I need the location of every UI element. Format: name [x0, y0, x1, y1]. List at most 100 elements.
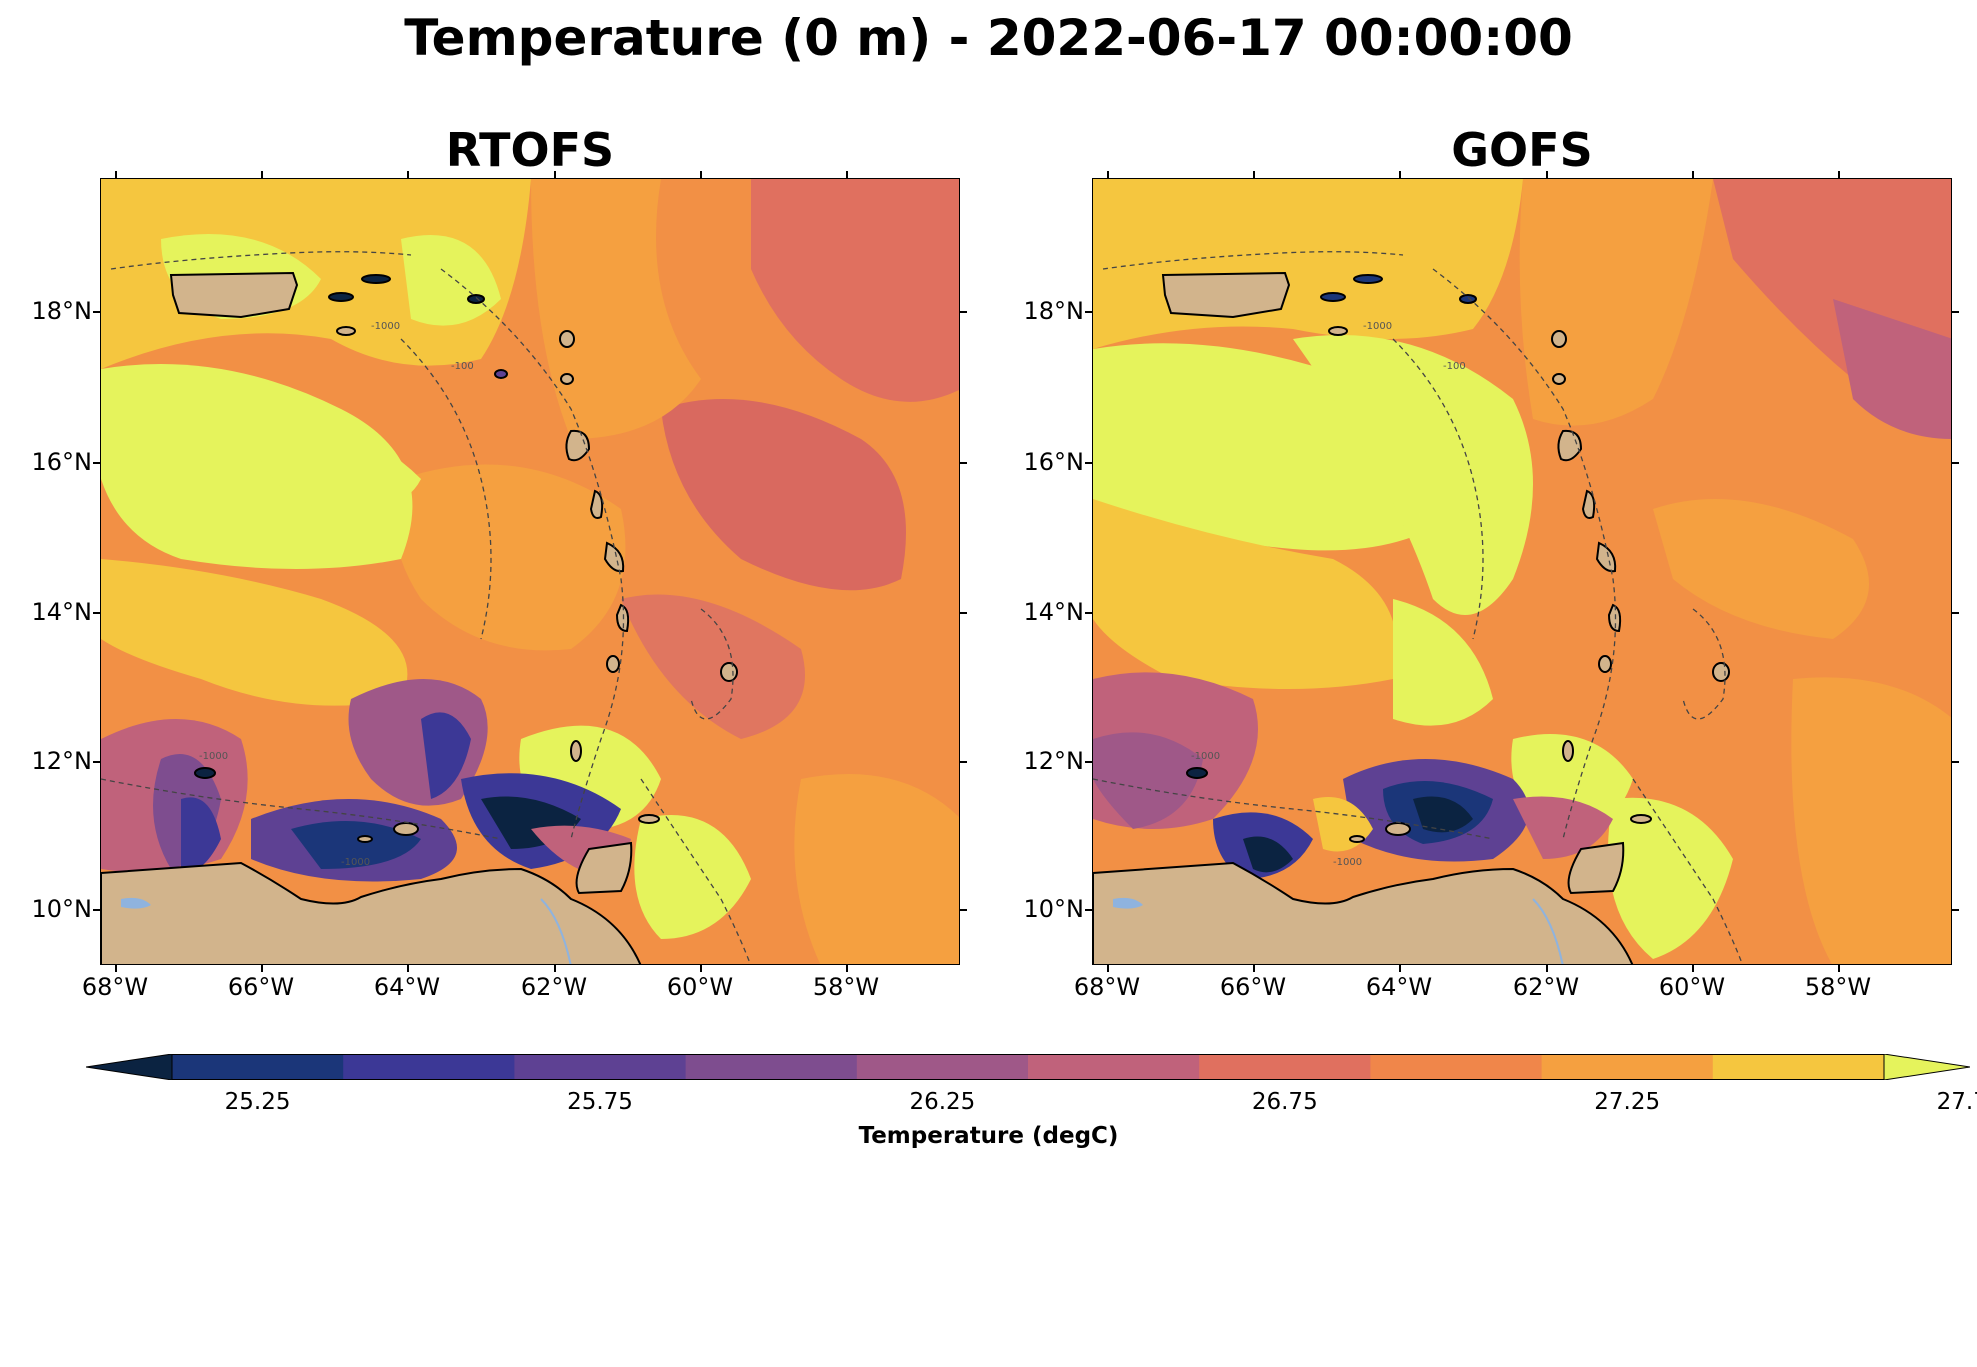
lat-tick-label: 14°N	[1023, 598, 1085, 626]
lat-tick	[1085, 909, 1092, 911]
map-rtofs: -1000 -100 -1000 -1000	[100, 178, 960, 965]
lat-tick	[1952, 909, 1959, 911]
lat-tick	[1085, 761, 1092, 763]
contour-label: -100	[1443, 361, 1466, 372]
lon-tick-label: 68°W	[1073, 973, 1141, 1001]
lon-tick	[1399, 965, 1401, 972]
panel-title-gofs: GOFS	[1451, 123, 1593, 177]
lon-tick-label: 66°W	[227, 973, 295, 1001]
lon-tick	[1253, 965, 1255, 972]
lon-tick	[554, 965, 556, 972]
lon-tick	[1546, 171, 1548, 178]
lat-tick	[1952, 612, 1959, 614]
colorbar-segment	[343, 1054, 515, 1080]
colorbar-tick-label: 27.25	[1594, 1089, 1661, 1115]
lon-tick	[115, 171, 117, 178]
lon-tick	[700, 171, 702, 178]
lon-tick	[407, 171, 409, 178]
lat-tick	[1085, 311, 1092, 313]
lat-tick-label: 18°N	[1023, 297, 1085, 325]
lat-tick	[1952, 311, 1959, 313]
lon-tick-label: 64°W	[373, 973, 441, 1001]
lat-tick	[1952, 761, 1959, 763]
lat-tick	[93, 612, 100, 614]
lat-tick-label: 18°N	[31, 297, 93, 325]
lat-tick-label: 16°N	[1023, 448, 1085, 476]
lon-tick	[1107, 965, 1109, 972]
lon-tick-label: 62°W	[520, 973, 588, 1001]
lat-tick	[960, 612, 967, 614]
lon-tick-label: 60°W	[1658, 973, 1726, 1001]
colorbar	[86, 1054, 1970, 1080]
contour-label: -1000	[1333, 857, 1362, 868]
lat-tick	[1085, 462, 1092, 464]
lon-tick-label: 68°W	[81, 973, 149, 1001]
lon-tick	[261, 965, 263, 972]
colorbar-tick-label: 26.25	[909, 1089, 976, 1115]
colorbar-extend-low	[86, 1054, 173, 1080]
colorbar-segment	[856, 1054, 1029, 1080]
colorbar-tick-label: 26.75	[1251, 1089, 1318, 1115]
colorbar-extend-high	[1883, 1054, 1970, 1080]
lon-tick	[1692, 171, 1694, 178]
lon-tick	[846, 965, 848, 972]
contour-label: -1000	[1363, 321, 1392, 332]
colorbar-segment	[1541, 1054, 1714, 1080]
lon-tick-label: 64°W	[1365, 973, 1433, 1001]
lat-tick-label: 12°N	[1023, 747, 1085, 775]
lat-tick	[960, 311, 967, 313]
lon-tick	[407, 965, 409, 972]
colorbar-tick-label: 27.75	[1936, 1089, 1977, 1115]
lat-tick-label: 10°N	[31, 895, 93, 923]
lon-tick-label: 60°W	[666, 973, 734, 1001]
lat-tick	[1952, 462, 1959, 464]
lat-tick	[93, 761, 100, 763]
lon-tick	[1692, 965, 1694, 972]
lat-tick-label: 12°N	[31, 747, 93, 775]
lon-tick	[846, 171, 848, 178]
lon-tick	[1399, 171, 1401, 178]
lat-tick	[93, 909, 100, 911]
lon-tick	[554, 171, 556, 178]
lon-tick	[1546, 965, 1548, 972]
colorbar-title: Temperature (degC)	[858, 1123, 1119, 1149]
lon-tick	[1838, 171, 1840, 178]
lat-tick-label: 16°N	[31, 448, 93, 476]
colorbar-border	[171, 1054, 1885, 1080]
colorbar-segment	[172, 1054, 344, 1080]
colorbar-segment	[1370, 1054, 1543, 1080]
colorbar-segment	[1712, 1054, 1885, 1080]
lat-tick	[960, 761, 967, 763]
colorbar-tick-label: 25.25	[224, 1089, 291, 1115]
contour-label: -1000	[199, 751, 228, 762]
colorbar-segment	[685, 1054, 858, 1080]
lat-tick	[1085, 612, 1092, 614]
lon-tick-label: 66°W	[1219, 973, 1287, 1001]
lon-tick-label: 58°W	[1804, 973, 1872, 1001]
map-gofs: -1000 -100 -1000 -1000	[1092, 178, 1952, 965]
lat-tick	[960, 462, 967, 464]
lat-tick	[93, 462, 100, 464]
lat-tick	[960, 909, 967, 911]
figure-title: Temperature (0 m) - 2022-06-17 00:00:00	[404, 9, 1573, 67]
lon-tick-label: 58°W	[812, 973, 880, 1001]
lon-tick	[1838, 965, 1840, 972]
lon-tick	[1253, 171, 1255, 178]
lon-tick	[261, 171, 263, 178]
lat-tick-label: 10°N	[1023, 895, 1085, 923]
lat-tick-label: 14°N	[31, 598, 93, 626]
colorbar-tick-label: 25.75	[567, 1089, 633, 1115]
lon-tick	[700, 965, 702, 972]
colorbar-segment	[1028, 1054, 1200, 1080]
contour-label: -1000	[371, 321, 400, 332]
contour-label: -1000	[1191, 751, 1220, 762]
lon-tick-label: 62°W	[1512, 973, 1580, 1001]
lon-tick	[115, 965, 117, 972]
colorbar-segment	[1199, 1054, 1371, 1080]
contour-label: -1000	[341, 857, 370, 868]
lat-tick	[93, 311, 100, 313]
lon-tick	[1107, 171, 1109, 178]
colorbar-segment	[514, 1054, 687, 1080]
panel-title-rtofs: RTOFS	[445, 123, 615, 177]
contour-label: -100	[451, 361, 474, 372]
